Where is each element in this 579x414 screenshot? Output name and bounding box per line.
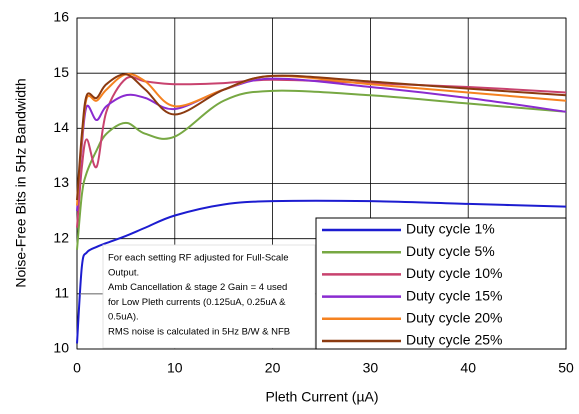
legend-label: Duty cycle 10% [406, 265, 502, 281]
legend-box [315, 217, 567, 350]
x-tick-label: 50 [558, 360, 574, 376]
x-axis-label: Pleth Current (µA) [265, 389, 378, 405]
series-line [76, 89, 567, 250]
y-tick-label: 13 [53, 174, 69, 190]
y-tick-label: 12 [53, 229, 69, 245]
y-tick-label: 15 [53, 64, 69, 80]
legend-label: Duty cycle 25% [406, 332, 502, 348]
y-tick-label: 10 [53, 340, 69, 356]
y-tick-label: 16 [53, 9, 69, 25]
series-line [76, 77, 567, 212]
annotation-text: 0.5uA). [108, 312, 139, 323]
legend-label: Duty cycle 20% [406, 310, 502, 326]
x-tick-label: 40 [460, 360, 476, 376]
series-line [76, 73, 567, 201]
y-axis-label: Noise-Free Bits in 5Hz Bandwidth [13, 78, 29, 287]
annotation-text: Output. [108, 267, 139, 278]
y-tick-label: 11 [54, 285, 69, 301]
annotation-text: For each setting RF adjusted for Full-Sc… [108, 253, 289, 264]
x-tick-label: 30 [363, 360, 379, 376]
x-tick-label: 0 [73, 360, 81, 376]
y-tick-label: 14 [53, 119, 69, 135]
legend-label: Duty cycle 1% [406, 221, 495, 237]
annotation-text: for Low Pleth currents (0.125uA, 0.25uA … [108, 297, 286, 308]
series-line [76, 199, 567, 344]
annotation-text: Amb Cancellation & stage 2 Gain = 4 used [108, 282, 287, 293]
x-tick-label: 20 [265, 360, 281, 376]
legend-label: Duty cycle 5% [406, 243, 495, 259]
annotation-box [102, 244, 316, 349]
annotation-text: RMS noise is calculated in 5Hz B/W & NFB [108, 327, 290, 338]
legend-label: Duty cycle 15% [406, 287, 502, 303]
x-tick-label: 10 [167, 360, 183, 376]
